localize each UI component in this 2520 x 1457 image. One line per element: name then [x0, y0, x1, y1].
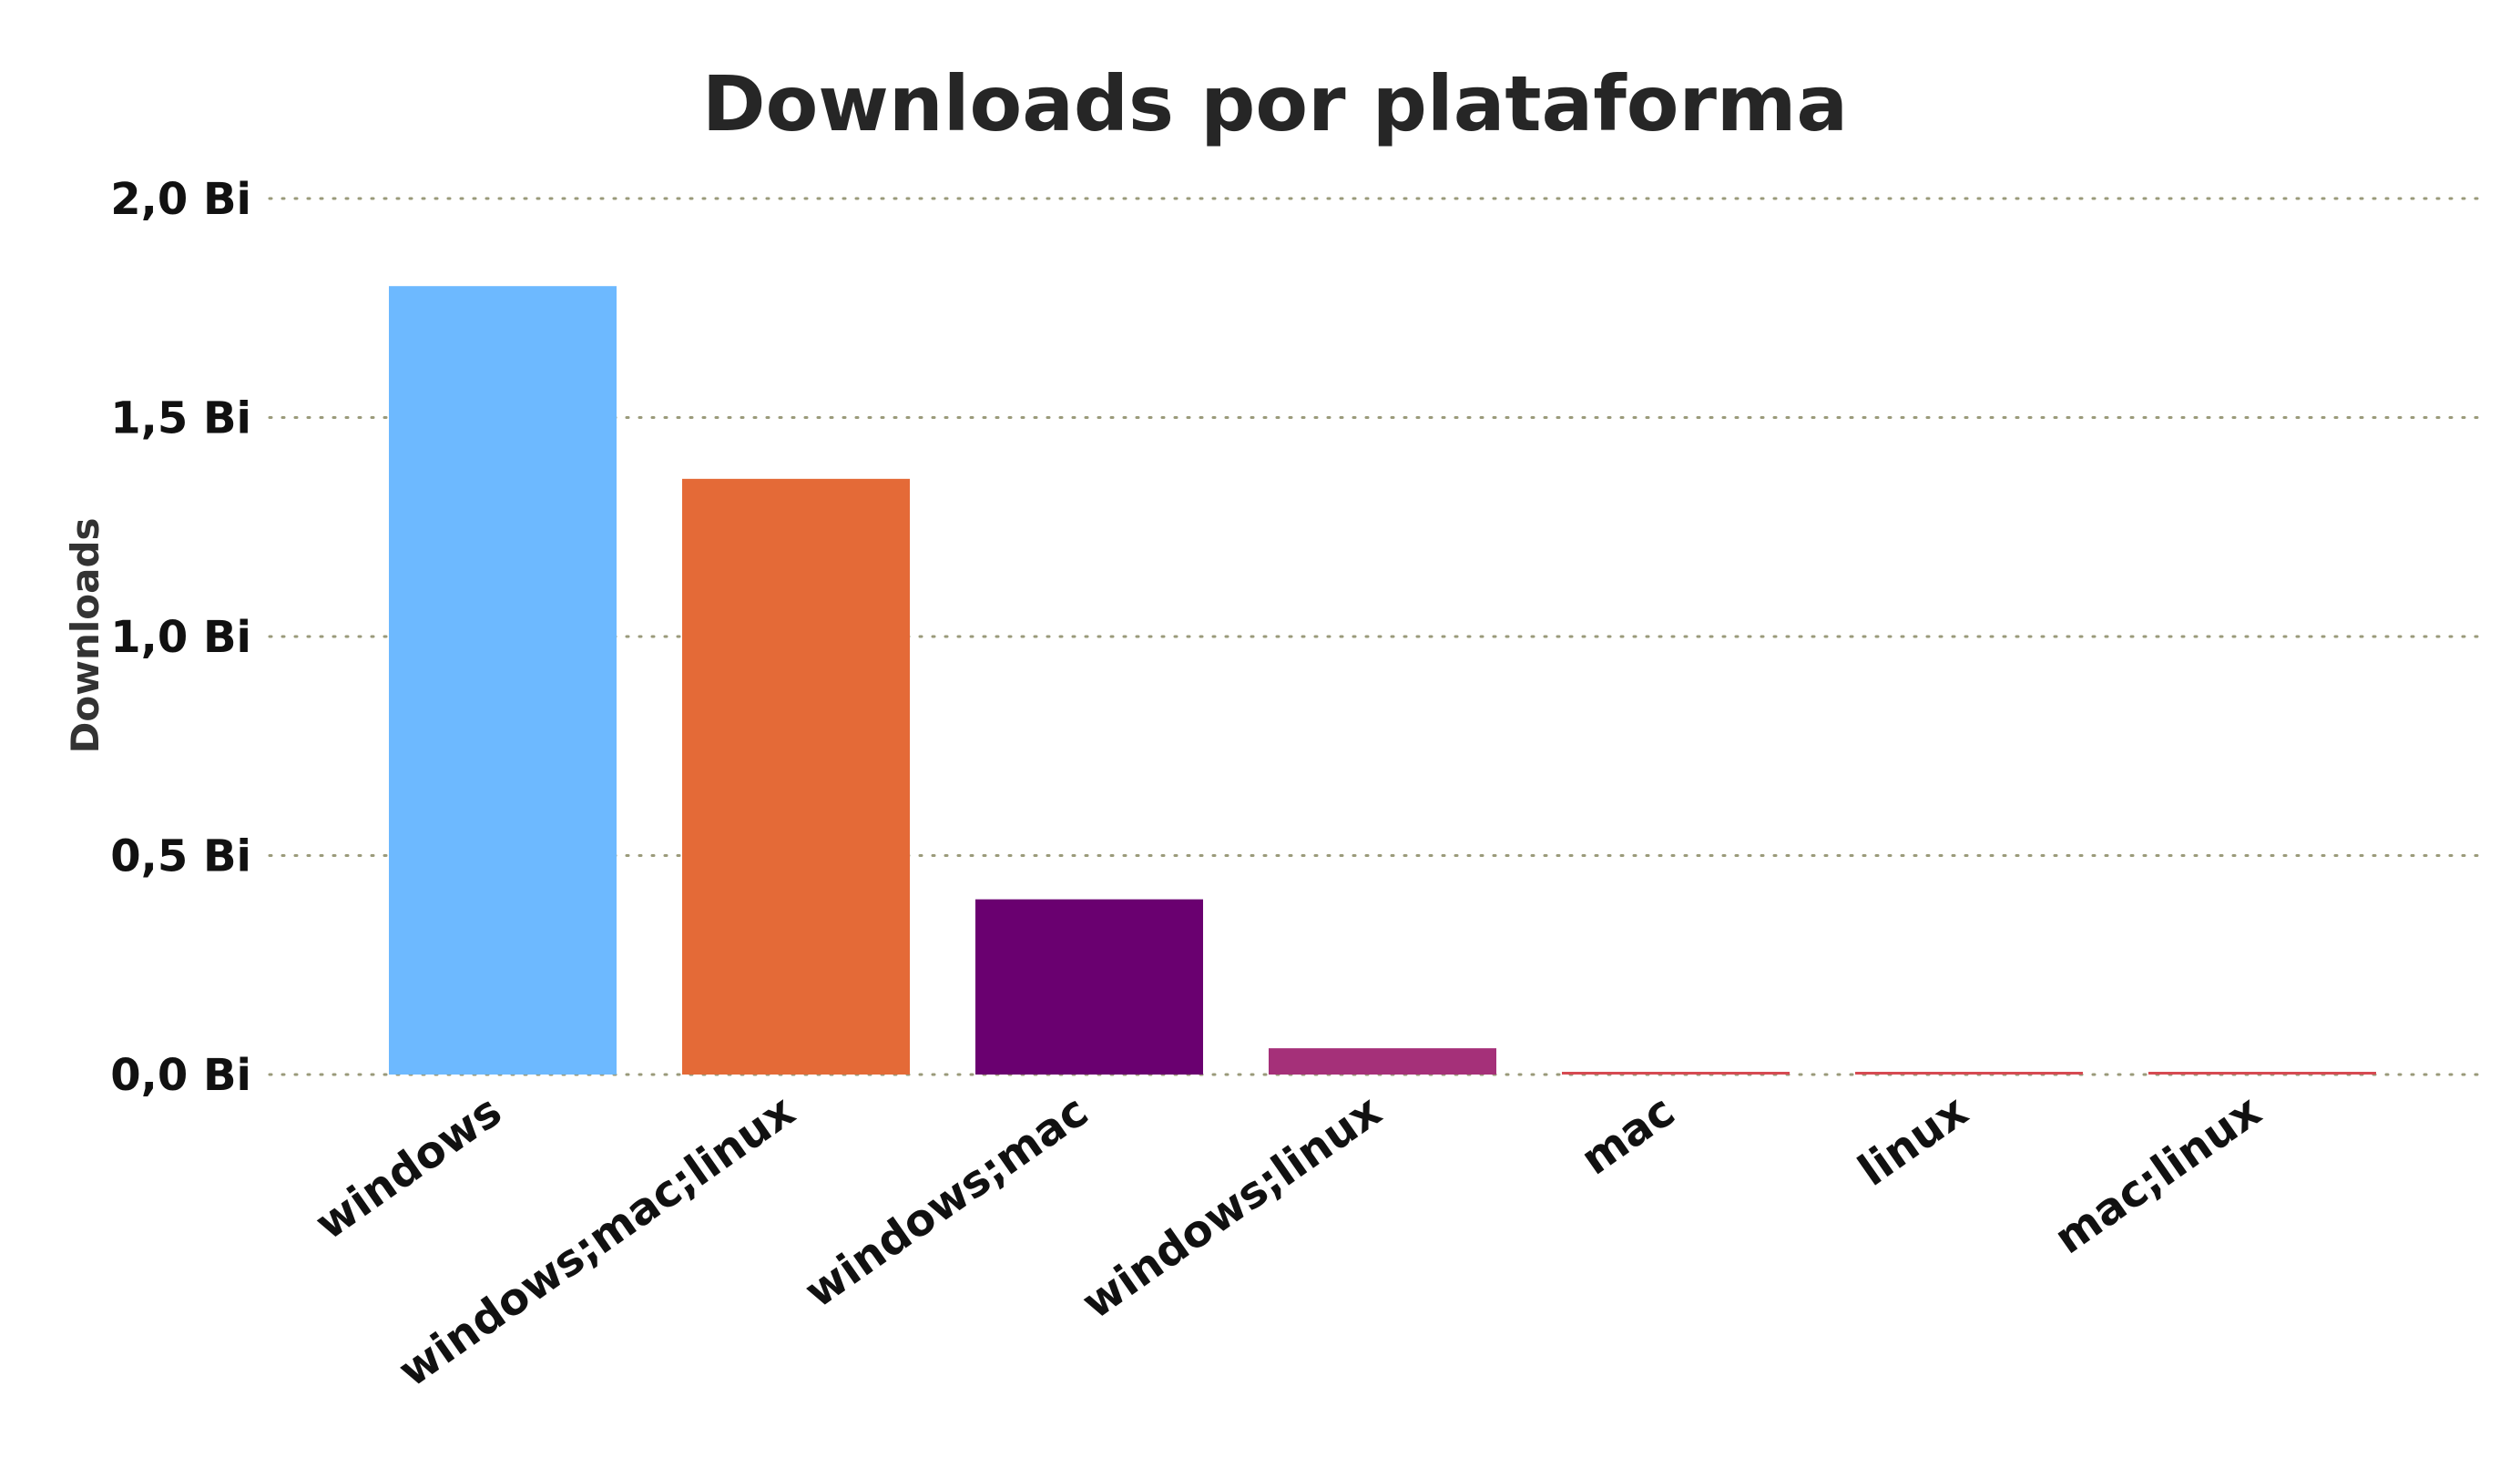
y-tick-label: 1,0 Bi — [110, 612, 251, 663]
bar-mac-linux — [2148, 1072, 2376, 1075]
x-tick-label: windows;linux — [1073, 1085, 1391, 1330]
y-tick-label: 0,5 Bi — [110, 831, 251, 882]
bar-windows-mac-linux — [682, 478, 910, 1075]
bar-windows — [389, 286, 617, 1075]
y-tick-label: 0,0 Bi — [110, 1050, 251, 1101]
y-axis-label: Downloads — [63, 517, 107, 753]
x-tick-label: linux — [1849, 1085, 1976, 1197]
bar-mac — [1562, 1072, 1790, 1075]
y-tick-label: 1,5 Bi — [110, 393, 251, 444]
x-tick-label: mac — [1572, 1085, 1684, 1185]
bar-windows-linux — [1269, 1048, 1496, 1075]
bar-windows-mac — [975, 899, 1203, 1075]
chart-title: Downloads por plataforma — [702, 59, 1848, 148]
x-axis-ticks: windowswindows;mac;linuxwindows;macwindo… — [306, 1085, 2270, 1397]
bars — [389, 286, 2376, 1075]
bar-linux — [1855, 1072, 2083, 1075]
y-axis-ticks: 0,0 Bi 0,5 Bi 1,0 Bi 1,5 Bi 2,0 Bi — [110, 174, 251, 1101]
y-tick-label: 2,0 Bi — [110, 174, 251, 225]
x-tick-label: mac;linux — [2046, 1085, 2270, 1264]
x-tick-label: windows — [306, 1085, 511, 1250]
x-tick-label: windows;mac — [796, 1085, 1097, 1318]
